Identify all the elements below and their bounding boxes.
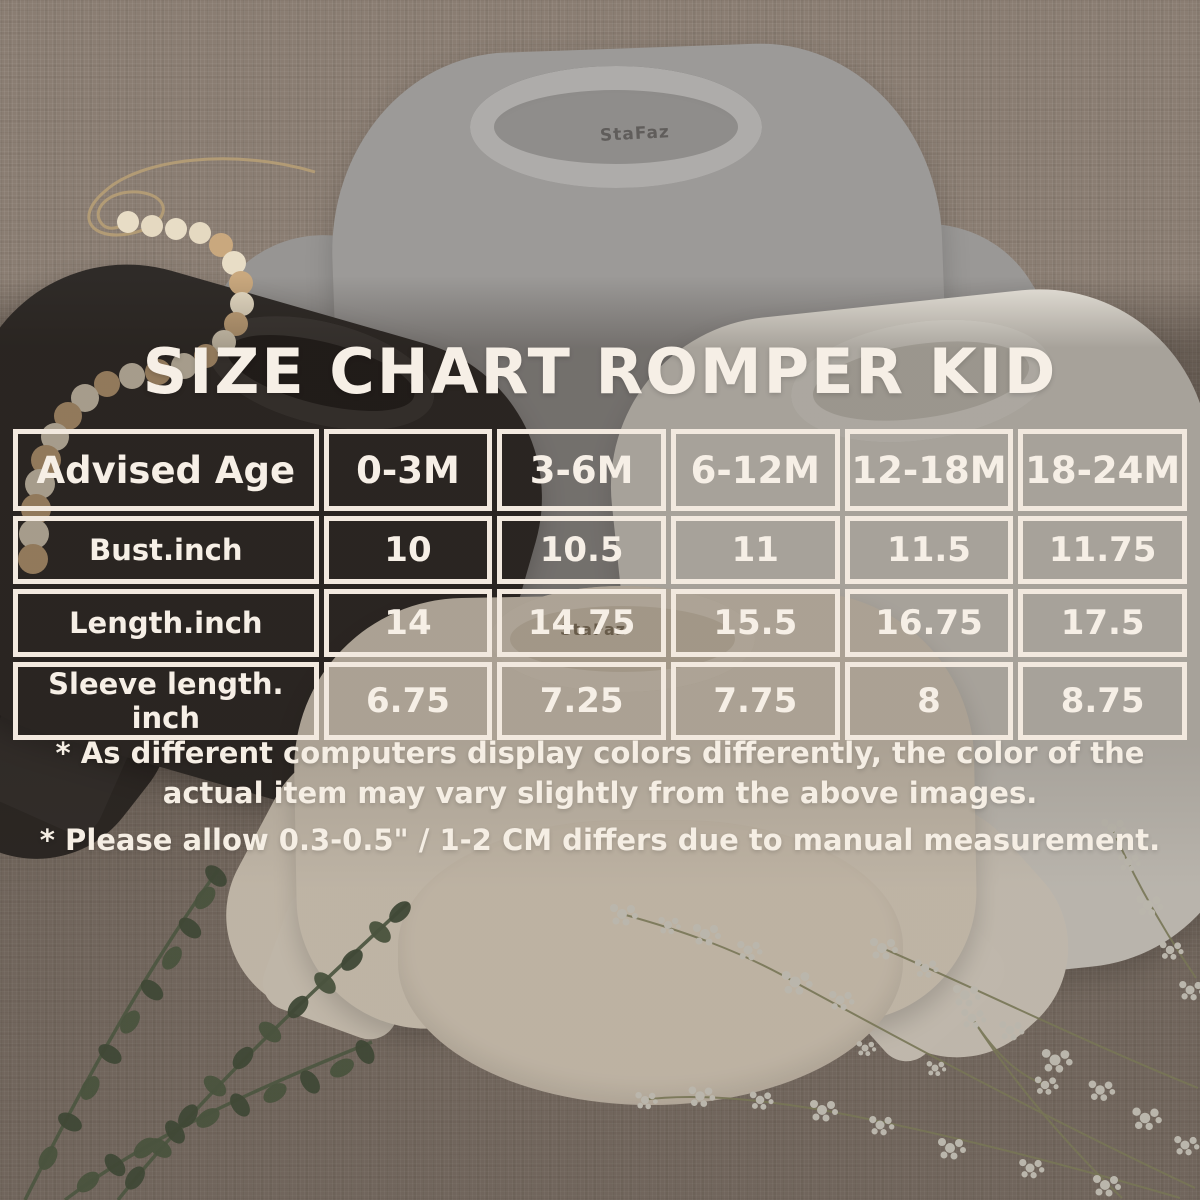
table-row: Sleeve length. inch 6.75 7.25 7.75 8 8.7… xyxy=(13,662,1187,740)
column-header: 6-12M xyxy=(670,429,840,511)
row-label: Bust.inch xyxy=(13,516,319,584)
row-label: Length.inch xyxy=(13,589,319,657)
eucalyptus-branches xyxy=(23,861,415,1200)
table-cell: 11 xyxy=(670,516,840,584)
table-cell: 8 xyxy=(844,662,1014,740)
table-cell: 7.25 xyxy=(497,662,666,740)
disclaimer-note: * Please allow 0.3-0.5" / 1-2 CM differs… xyxy=(39,823,1161,858)
babys-breath-flowers xyxy=(610,819,1200,1199)
table-cell: 6.75 xyxy=(323,662,493,740)
table-cell: 10 xyxy=(323,516,493,584)
column-header: 3-6M xyxy=(497,429,666,511)
column-header: Advised Age xyxy=(13,429,319,511)
size-table: Advised Age 0-3M 3-6M 6-12M 12-18M 18-24… xyxy=(8,424,1192,745)
table-cell: 11.5 xyxy=(844,516,1014,584)
table-cell: 16.75 xyxy=(844,589,1014,657)
disclaimer-notes: * As different computers display colors … xyxy=(0,733,1200,867)
column-header: 0-3M xyxy=(323,429,493,511)
row-label: Sleeve length. inch xyxy=(13,662,319,740)
table-cell: 14 xyxy=(323,589,493,657)
cream-romper-bubble-bottom xyxy=(398,820,903,1105)
cream-romper-collar xyxy=(490,586,755,692)
table-cell: 8.75 xyxy=(1018,662,1187,740)
table-cell: 14.75 xyxy=(497,589,666,657)
disclaimer-note: * As different computers display colors … xyxy=(55,736,1145,811)
brand-label: StaFaz xyxy=(560,620,627,639)
gray-romper-collar xyxy=(470,66,762,188)
table-row: Length.inch 14 14.75 15.5 16.75 17.5 xyxy=(13,589,1187,657)
table-cell: 11.75 xyxy=(1018,516,1187,584)
column-header: 18-24M xyxy=(1018,429,1187,511)
table-cell: 15.5 xyxy=(670,589,840,657)
column-header: 12-18M xyxy=(844,429,1014,511)
table-row: Bust.inch 10 10.5 11 11.5 11.75 xyxy=(13,516,1187,584)
table-cell: 7.75 xyxy=(670,662,840,740)
table-header-row: Advised Age 0-3M 3-6M 6-12M 12-18M 18-24… xyxy=(13,429,1187,511)
table-cell: 17.5 xyxy=(1018,589,1187,657)
table-cell: 10.5 xyxy=(497,516,666,584)
twine-string xyxy=(87,157,316,237)
page-title: SIZE CHART ROMPER KID xyxy=(142,335,1058,408)
